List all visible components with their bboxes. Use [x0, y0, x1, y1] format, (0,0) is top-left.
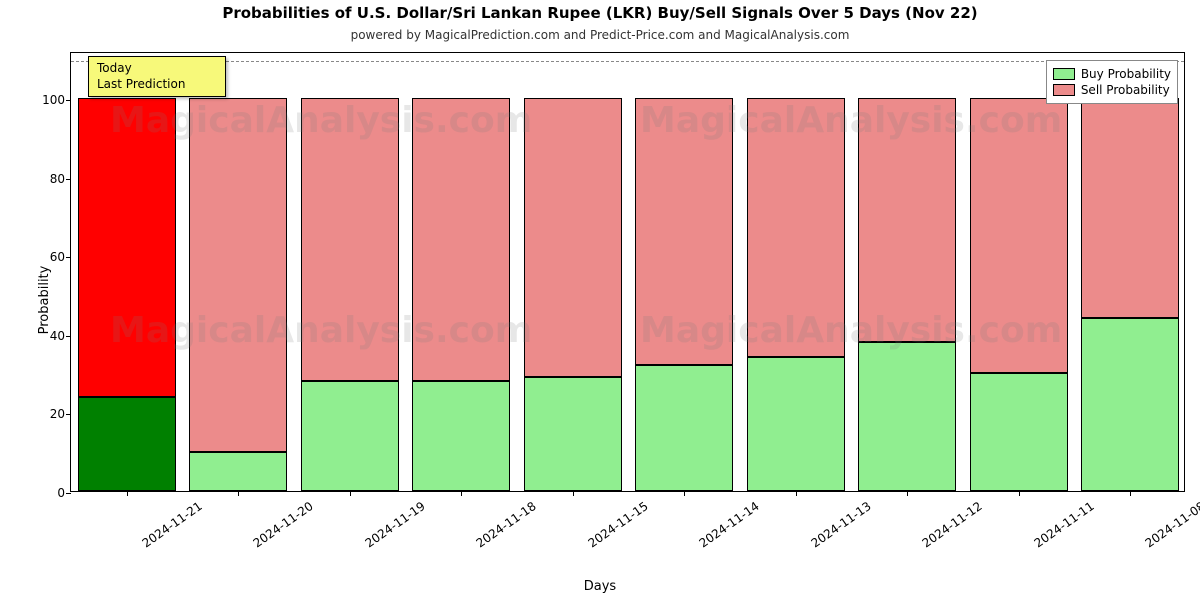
xtick-label: 2024-11-21	[139, 499, 204, 550]
bar-buy	[970, 373, 1068, 491]
legend-swatch-sell	[1053, 84, 1075, 96]
ytick-label: 0	[57, 486, 71, 500]
ytick-label: 20	[50, 407, 71, 421]
ytick-label: 80	[50, 172, 71, 186]
callout-line-2: Last Prediction	[97, 77, 217, 93]
bar-buy	[635, 365, 733, 491]
bar-buy	[747, 357, 845, 491]
chart-figure: Probabilities of U.S. Dollar/Sri Lankan …	[0, 0, 1200, 600]
xtick-mark	[573, 491, 574, 496]
legend-item-buy: Buy Probability	[1053, 67, 1171, 81]
x-axis-label: Days	[0, 579, 1200, 594]
bar-sell	[1081, 98, 1179, 318]
xtick-label: 2024-11-12	[920, 499, 985, 550]
xtick-mark	[461, 491, 462, 496]
xtick-mark	[127, 491, 128, 496]
xtick-label: 2024-11-11	[1031, 499, 1096, 550]
bar-sell	[747, 98, 845, 357]
legend-item-sell: Sell Probability	[1053, 83, 1171, 97]
legend-label-buy: Buy Probability	[1081, 67, 1171, 81]
legend-label-sell: Sell Probability	[1081, 83, 1170, 97]
chart-title: Probabilities of U.S. Dollar/Sri Lankan …	[0, 4, 1200, 22]
bar-buy	[1081, 318, 1179, 491]
bar-buy	[412, 381, 510, 491]
xtick-label: 2024-11-20	[251, 499, 316, 550]
xtick-label: 2024-11-13	[808, 499, 873, 550]
xtick-mark	[684, 491, 685, 496]
xtick-mark	[1019, 491, 1020, 496]
xtick-label: 2024-11-19	[362, 499, 427, 550]
xtick-mark	[907, 491, 908, 496]
bar-buy	[78, 397, 176, 491]
bar-buy	[301, 381, 399, 491]
bar-sell	[524, 98, 622, 377]
reference-hline	[71, 61, 1184, 62]
xtick-mark	[238, 491, 239, 496]
ytick-label: 40	[50, 329, 71, 343]
y-axis-label: Probability	[37, 266, 52, 335]
xtick-mark	[796, 491, 797, 496]
xtick-label: 2024-11-18	[474, 499, 539, 550]
bar-sell	[635, 98, 733, 365]
callout-line-1: Today	[97, 61, 217, 77]
bar-buy	[858, 342, 956, 491]
today-callout: Today Last Prediction	[88, 56, 226, 97]
plot-area: 0204060801002024-11-212024-11-202024-11-…	[70, 52, 1185, 492]
legend-swatch-buy	[1053, 68, 1075, 80]
bar-buy	[524, 377, 622, 491]
bar-sell	[858, 98, 956, 342]
bar-sell	[301, 98, 399, 381]
chart-subtitle: powered by MagicalPrediction.com and Pre…	[0, 28, 1200, 42]
xtick-label: 2024-11-14	[697, 499, 762, 550]
legend: Buy Probability Sell Probability	[1046, 60, 1178, 104]
xtick-label: 2024-11-15	[585, 499, 650, 550]
xtick-label: 2024-11-08	[1143, 499, 1200, 550]
bar-sell	[970, 98, 1068, 373]
ytick-label: 100	[42, 93, 71, 107]
bar-sell	[78, 98, 176, 397]
ytick-label: 60	[50, 250, 71, 264]
xtick-mark	[350, 491, 351, 496]
bar-sell	[189, 98, 287, 452]
xtick-mark	[1130, 491, 1131, 496]
bar-sell	[412, 98, 510, 381]
bar-buy	[189, 452, 287, 491]
